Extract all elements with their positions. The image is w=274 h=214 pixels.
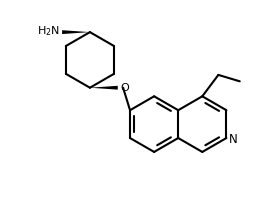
Text: N: N	[229, 133, 238, 146]
Polygon shape	[90, 86, 118, 90]
Text: H$_2$N: H$_2$N	[38, 24, 60, 38]
Text: O: O	[120, 83, 129, 93]
Polygon shape	[62, 30, 90, 34]
